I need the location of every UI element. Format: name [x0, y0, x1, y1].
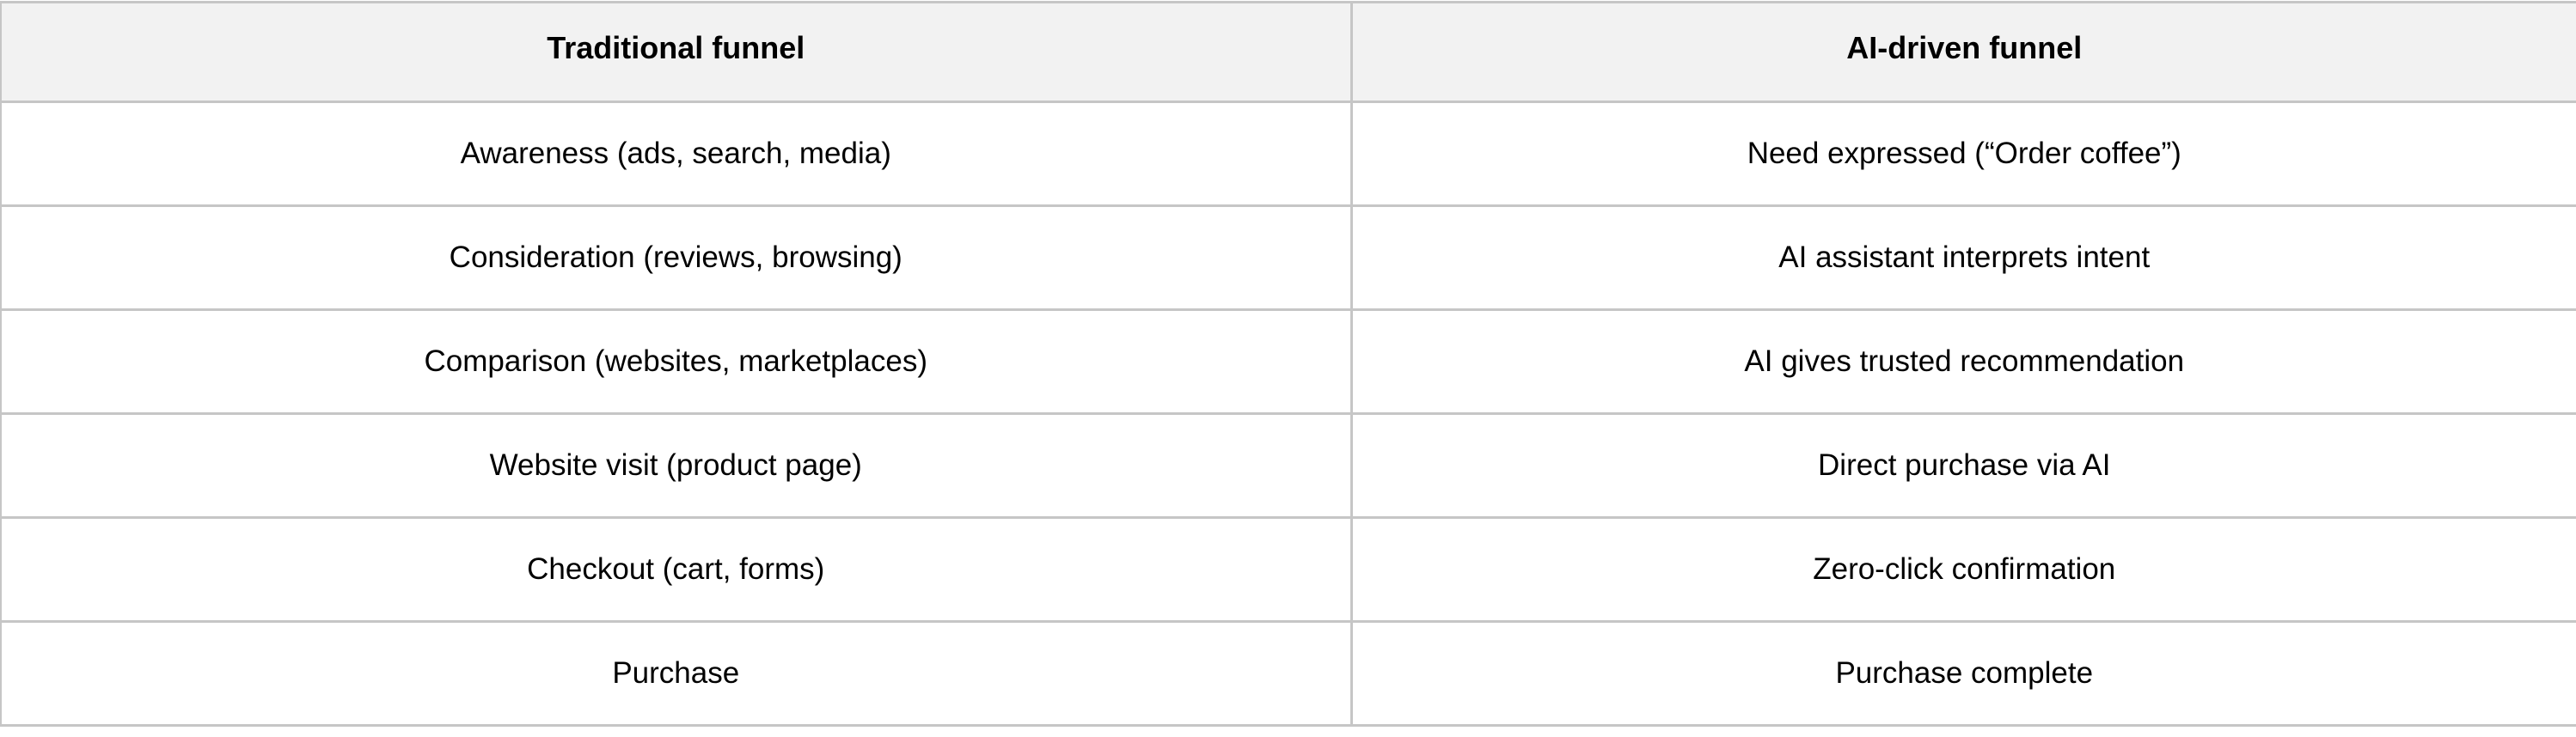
header-traditional-funnel: Traditional funnel: [0, 1, 1353, 103]
table-row: Awareness (ads, search, media) Need expr…: [0, 100, 2576, 207]
ai-cell: Zero-click confirmation: [1349, 516, 2576, 623]
ai-cell: Need expressed (“Order coffee”): [1349, 100, 2576, 207]
table-row: Checkout (cart, forms) Zero-click confir…: [0, 516, 2576, 623]
table-row: Website visit (product page) Direct purc…: [0, 412, 2576, 519]
traditional-cell: Comparison (websites, marketplaces): [0, 308, 1353, 415]
ai-cell: AI gives trusted recommendation: [1349, 308, 2576, 415]
table-row: Purchase Purchase complete: [0, 620, 2576, 727]
traditional-cell: Consideration (reviews, browsing): [0, 204, 1353, 311]
header-row: Traditional funnel AI-driven funnel: [0, 1, 2576, 103]
ai-cell: AI assistant interprets intent: [1349, 204, 2576, 311]
traditional-cell: Purchase: [0, 620, 1353, 727]
traditional-cell: Website visit (product page): [0, 412, 1353, 519]
ai-cell: Purchase complete: [1349, 620, 2576, 727]
table-row: Comparison (websites, marketplaces) AI g…: [0, 308, 2576, 415]
header-ai-driven-funnel: AI-driven funnel: [1349, 1, 2576, 103]
traditional-cell: Awareness (ads, search, media): [0, 100, 1353, 207]
ai-cell: Direct purchase via AI: [1349, 412, 2576, 519]
traditional-cell: Checkout (cart, forms): [0, 516, 1353, 623]
table-row: Consideration (reviews, browsing) AI ass…: [0, 204, 2576, 311]
